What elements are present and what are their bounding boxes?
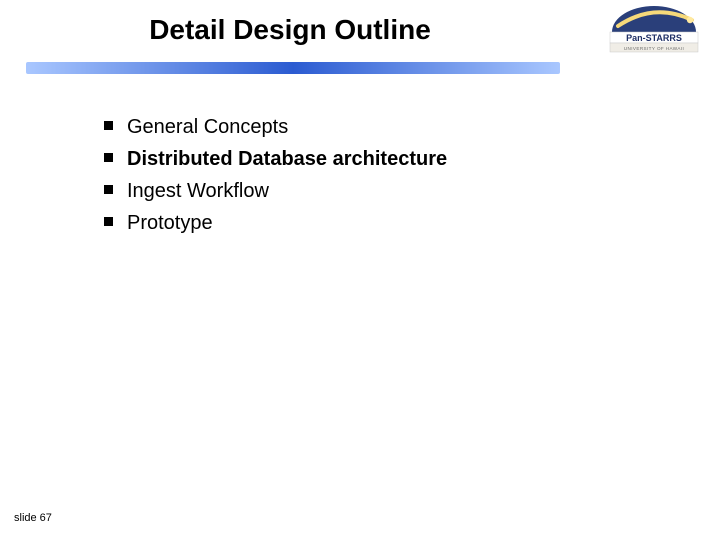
logo: Pan-STARRS UNIVERSITY OF HAWAII	[606, 6, 702, 60]
panstarrs-logo-icon: Pan-STARRS UNIVERSITY OF HAWAII	[606, 6, 702, 60]
divider-bar	[26, 62, 560, 74]
list-item: Ingest Workflow	[104, 178, 447, 204]
bullet-marker-icon	[104, 121, 113, 130]
logo-text-bottom: UNIVERSITY OF HAWAII	[624, 46, 684, 51]
bullet-text: Distributed Database architecture	[127, 146, 447, 172]
bullet-list: General Concepts Distributed Database arc…	[104, 114, 447, 242]
bullet-marker-icon	[104, 185, 113, 194]
bullet-marker-icon	[104, 153, 113, 162]
page-title: Detail Design Outline	[0, 14, 580, 46]
slide: Detail Design Outline Pan-STARRS UNIVERS…	[0, 0, 720, 540]
bullet-text: Ingest Workflow	[127, 178, 269, 204]
list-item: General Concepts	[104, 114, 447, 140]
bullet-text: Prototype	[127, 210, 213, 236]
slide-number: slide 67	[14, 512, 52, 524]
bullet-marker-icon	[104, 217, 113, 226]
list-item: Distributed Database architecture	[104, 146, 447, 172]
bullet-text: General Concepts	[127, 114, 288, 140]
list-item: Prototype	[104, 210, 447, 236]
logo-text-top: Pan-STARRS	[626, 33, 682, 43]
